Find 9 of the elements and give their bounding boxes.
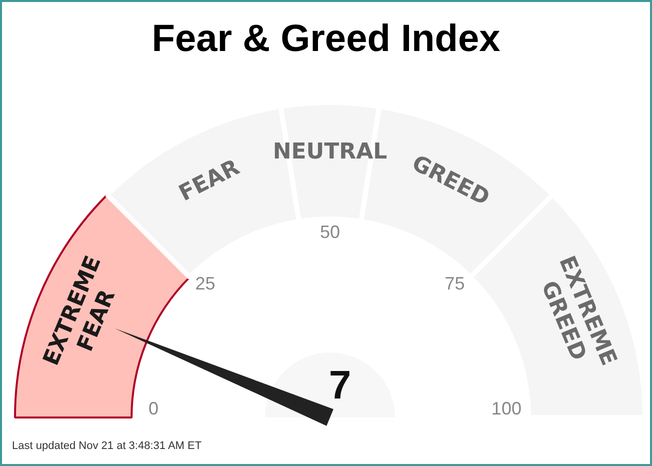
text: 75: [444, 274, 465, 294]
slice-label: NEUTRAL: [272, 139, 388, 164]
text: 7: [328, 364, 352, 408]
text: Last updated Nov 21 at 3:48:31 AM ET: [12, 440, 202, 452]
text: 100: [491, 398, 522, 418]
text: 25: [195, 274, 216, 294]
text: 0: [148, 398, 159, 418]
text: 50: [320, 222, 340, 242]
chart-title: Fear & Greed Index: [150, 18, 502, 61]
